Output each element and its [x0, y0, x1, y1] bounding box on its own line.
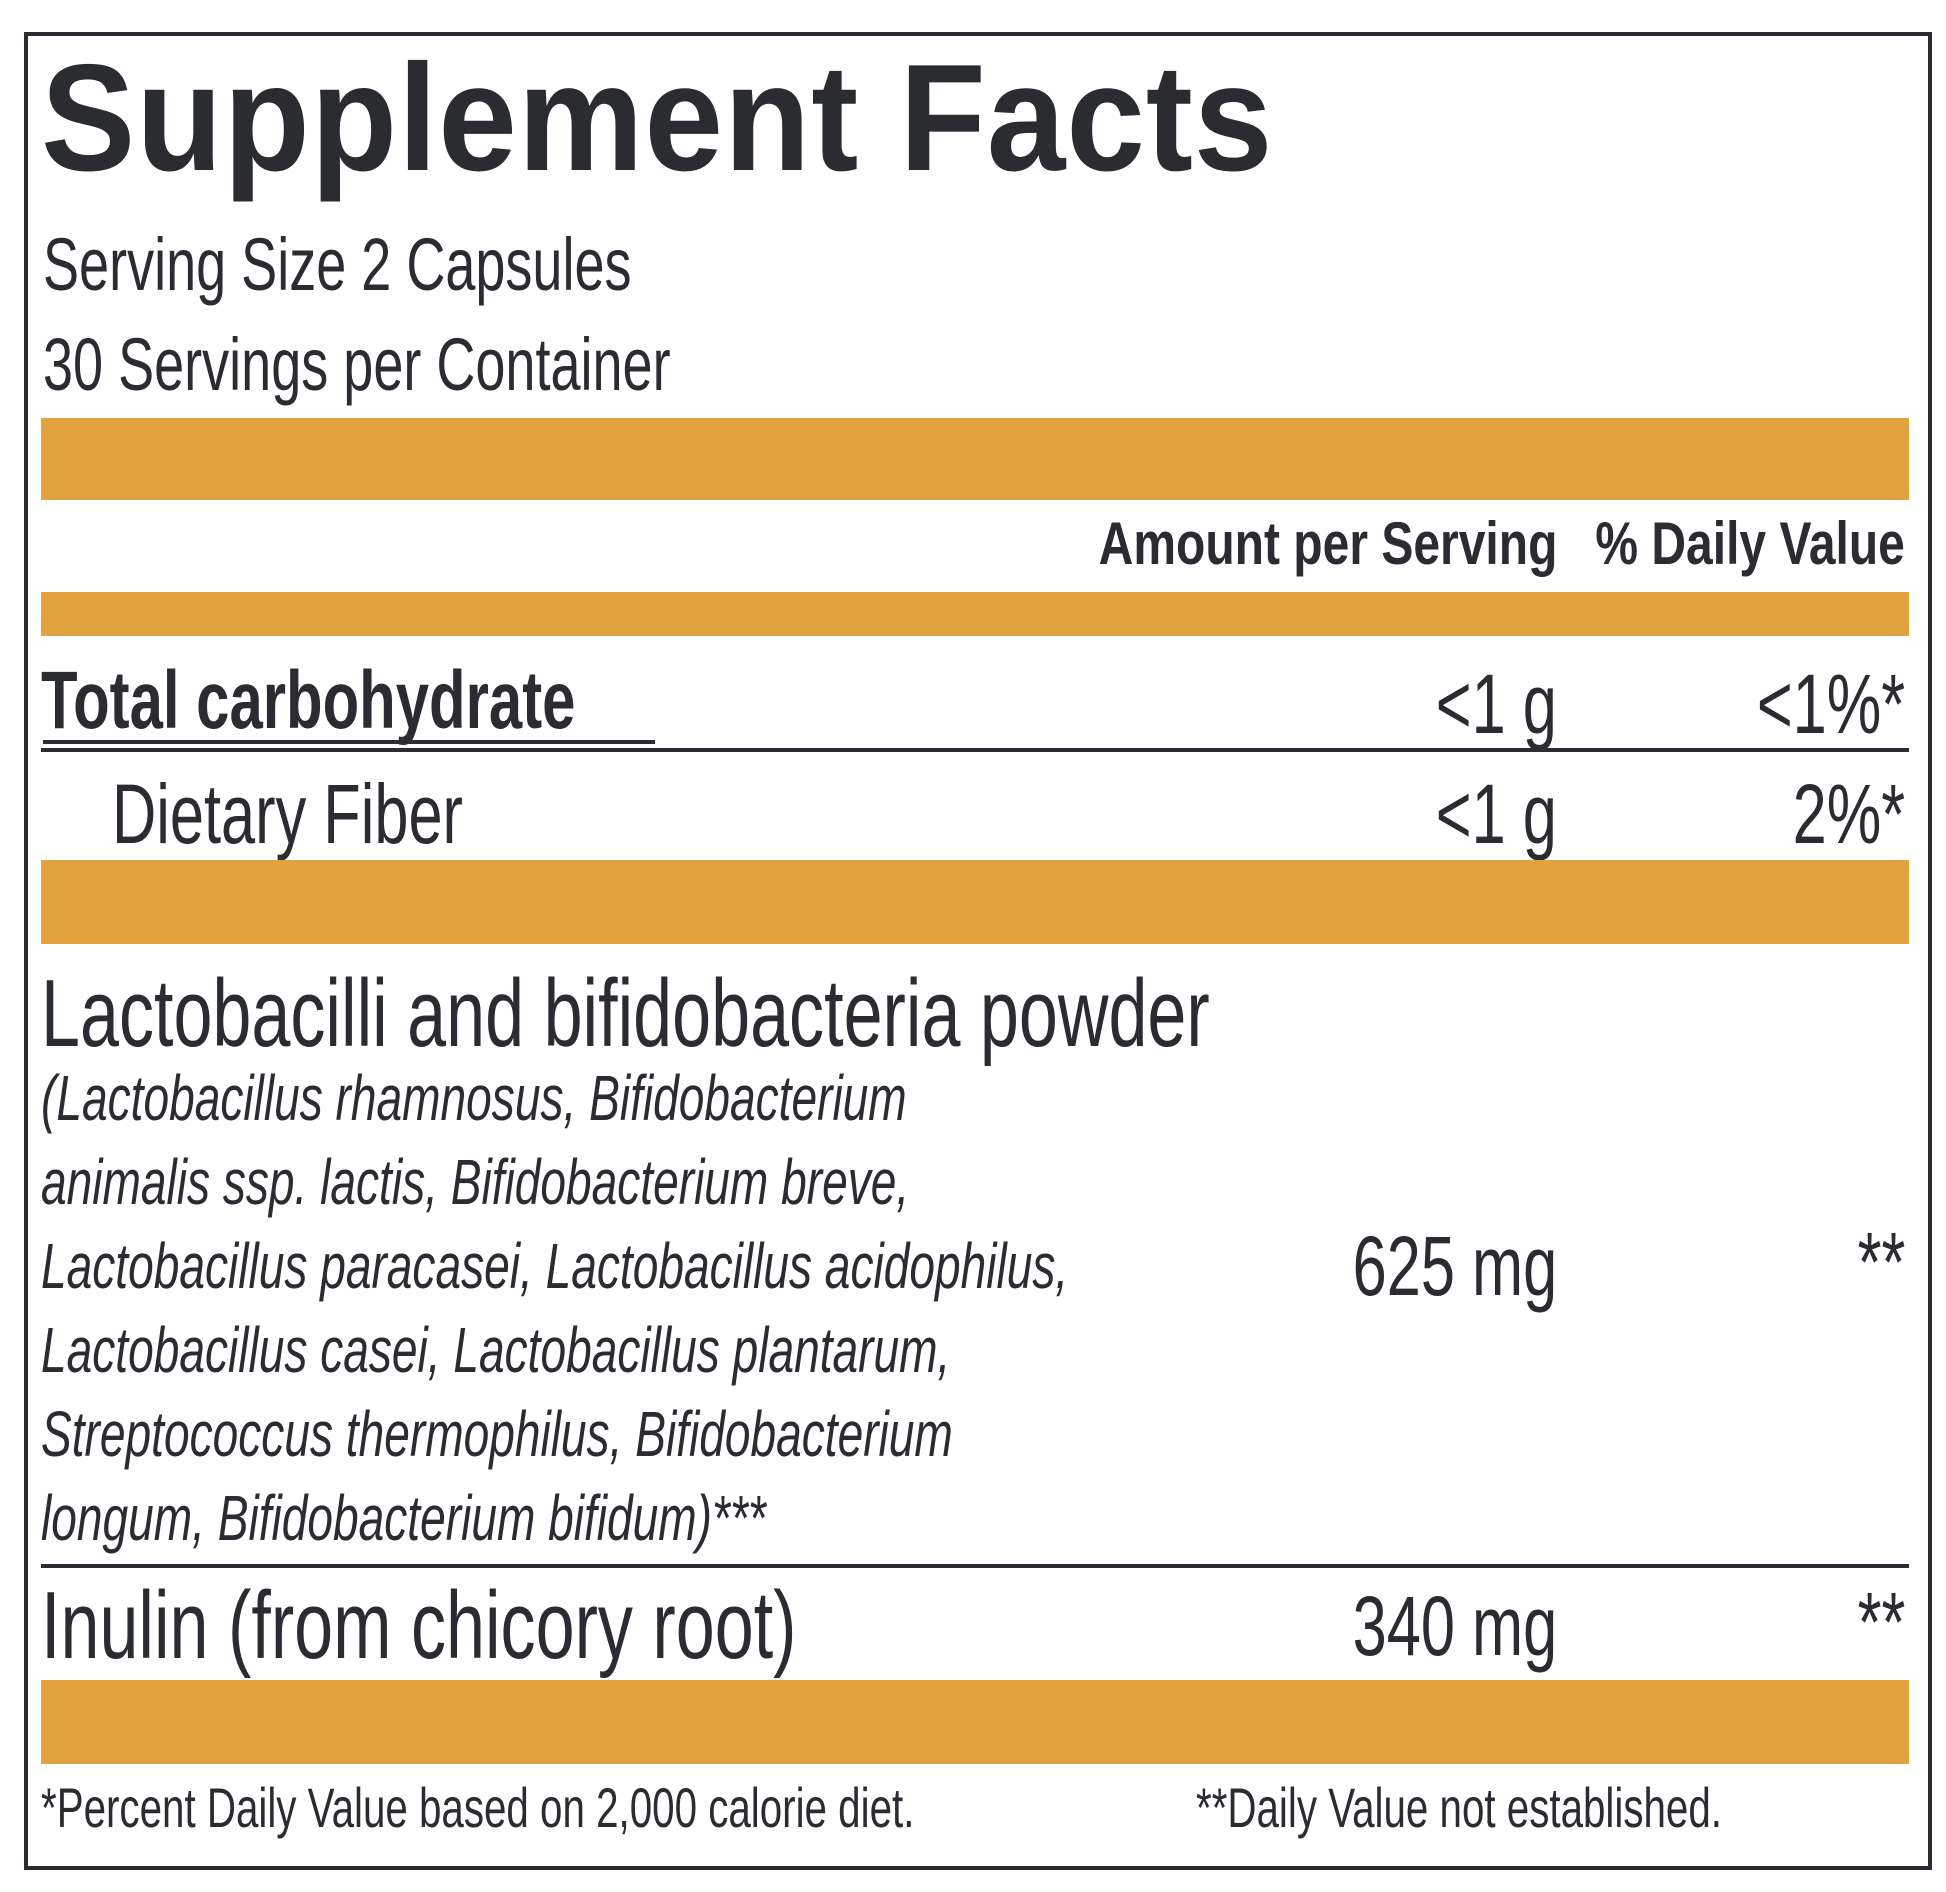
- probiotic-strains-line: Streptococcus thermophilus, Bifidobacter…: [41, 1398, 953, 1470]
- probiotic-strains-line: (Lactobacillus rhamnosus, Bifidobacteriu…: [41, 1062, 907, 1134]
- row-dv-total-carbohydrate: <1%*: [1756, 657, 1905, 751]
- probiotic-strains-line: animalis ssp. lactis, Bifidobacterium br…: [41, 1146, 910, 1218]
- row-dv-probiotic-powder: **: [1857, 1215, 1905, 1309]
- header-amount-per-serving: Amount per Serving: [1098, 510, 1557, 577]
- total-carbohydrate-underline: [43, 740, 655, 744]
- header-daily-value: % Daily Value: [1595, 510, 1906, 577]
- row-amount-dietary-fiber: <1 g: [1435, 767, 1557, 861]
- accent-bar-top: [41, 418, 1909, 500]
- row-amount-total-carbohydrate: <1 g: [1435, 657, 1557, 751]
- probiotic-strains-line: Lactobacillus casei, Lactobacillus plant…: [41, 1314, 951, 1386]
- row-dv-dietary-fiber: 2%*: [1792, 767, 1905, 861]
- supplement-facts-panel: [24, 32, 1932, 1870]
- row-divider: [41, 748, 1909, 752]
- probiotic-strains-line: longum, Bifidobacterium bifidum)***: [41, 1482, 766, 1554]
- row-name-total-carbohydrate: Total carbohydrate: [41, 655, 576, 746]
- row-name-inulin: Inulin (from chicory root): [41, 1572, 797, 1679]
- probiotic-strains-line: Lactobacillus paracasei, Lactobacillus a…: [41, 1230, 1069, 1302]
- servings-per-container: 30 Servings per Container: [43, 323, 671, 406]
- footnote-dv-not-established: **Daily Value not established.: [1196, 1776, 1722, 1839]
- panel-title: Supplement Facts: [41, 33, 1274, 203]
- row-name-dietary-fiber: Dietary Fiber: [112, 767, 463, 861]
- row-dv-inulin: **: [1857, 1575, 1905, 1669]
- serving-size: Serving Size 2 Capsules: [43, 223, 632, 306]
- accent-bar-header: [41, 592, 1909, 636]
- accent-bar-middle: [41, 860, 1909, 944]
- row-name-probiotic-powder: Lactobacilli and bifidobacteria powder: [41, 960, 1210, 1067]
- footnote-percent-daily-value: *Percent Daily Value based on 2,000 calo…: [41, 1776, 915, 1839]
- row-amount-probiotic-powder: 625 mg: [1352, 1219, 1557, 1313]
- row-amount-inulin: 340 mg: [1352, 1579, 1557, 1673]
- row-divider: [41, 1564, 1909, 1568]
- accent-bar-bottom: [41, 1680, 1909, 1764]
